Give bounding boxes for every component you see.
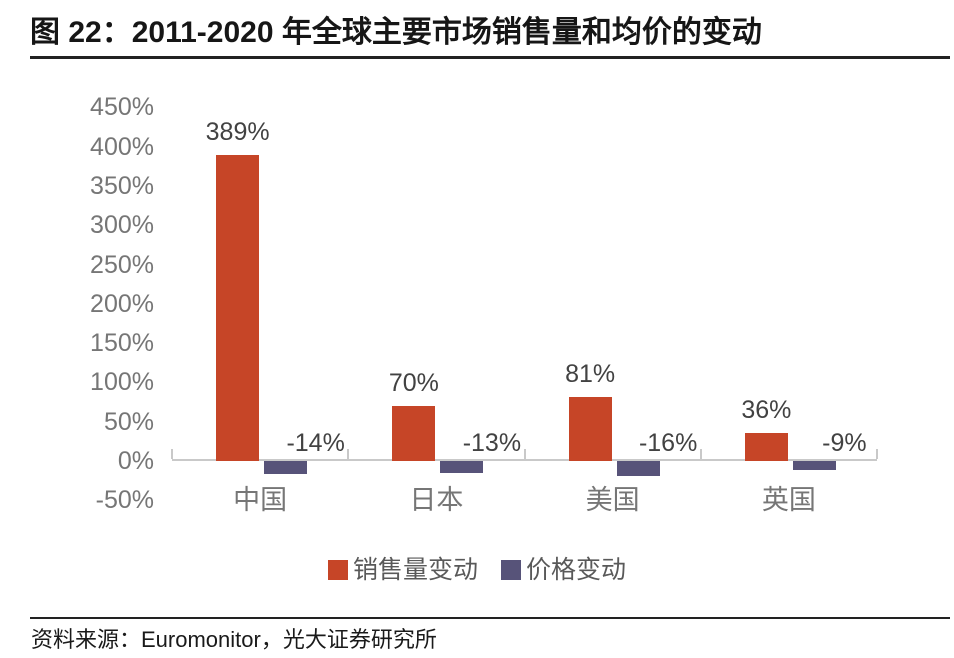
chart-legend: 销售量变动 价格变动	[0, 554, 954, 586]
y-axis-tick-label: 200%	[90, 289, 154, 318]
sales-volume-change-value-label: 70%	[388, 369, 439, 397]
legend-swatch-price-change	[501, 560, 521, 580]
x-axis-tick	[699, 449, 702, 459]
price-change-value-label: -9%	[822, 429, 867, 457]
title-divider	[30, 56, 950, 59]
x-axis-tick	[171, 449, 173, 459]
legend-item-price-change: 价格变动	[501, 555, 626, 585]
y-axis-tick-label: 350%	[90, 171, 154, 200]
sales-volume-change-bar	[392, 406, 436, 461]
legend-label-price-change: 价格变动	[526, 556, 627, 584]
sales-volume-change-bar	[216, 155, 260, 461]
x-axis-tick	[876, 449, 878, 459]
legend-label-sales-volume-change: 销售量变动	[352, 556, 478, 584]
source-divider	[30, 617, 950, 619]
y-axis-tick-label: 300%	[90, 211, 154, 240]
sales-volume-change-bar	[568, 397, 612, 461]
category-label-2: 日本	[409, 485, 464, 515]
y-axis-tick-label: 100%	[90, 368, 154, 397]
source-note: 资料来源：Euromonitor，光大证券研究所	[31, 627, 437, 652]
sales-volume-change-bar	[744, 433, 788, 461]
y-axis-tick-label: 150%	[90, 329, 154, 358]
price-change-bar	[264, 461, 308, 474]
x-axis-tick	[523, 449, 526, 459]
price-change-bar	[792, 461, 836, 470]
legend-item-sales-volume-change: 销售量变动	[327, 555, 478, 585]
category-label-4: 英国	[761, 485, 816, 515]
price-change-bar	[440, 461, 484, 473]
x-axis-line	[172, 459, 877, 461]
price-change-value-label: -16%	[638, 429, 698, 457]
legend-swatch-sales-volume-change	[327, 560, 348, 580]
category-label-1: 中国	[233, 485, 288, 515]
y-axis-tick-label: 450%	[90, 93, 154, 122]
sales-volume-change-value-label: 36%	[741, 396, 792, 424]
y-axis-tick-label: 250%	[90, 250, 154, 279]
sales-volume-change-value-label: 389%	[205, 118, 270, 146]
y-axis-tick-label: 0%	[117, 447, 154, 475]
figure-title: 图 22：2011-2020 年全球主要市场销售量和均价的变动	[30, 16, 762, 49]
sales-volume-change-value-label: 81%	[565, 360, 616, 388]
y-axis-tick-label: -50%	[95, 486, 154, 515]
y-axis-tick-label: 400%	[90, 132, 154, 161]
price-change-value-label: -14%	[286, 429, 345, 457]
category-label-3: 美国	[585, 485, 640, 515]
price-change-value-label: -13%	[462, 429, 522, 457]
y-axis-tick-label: 50%	[103, 407, 154, 436]
x-axis-tick	[347, 449, 350, 459]
price-change-bar	[616, 461, 660, 476]
